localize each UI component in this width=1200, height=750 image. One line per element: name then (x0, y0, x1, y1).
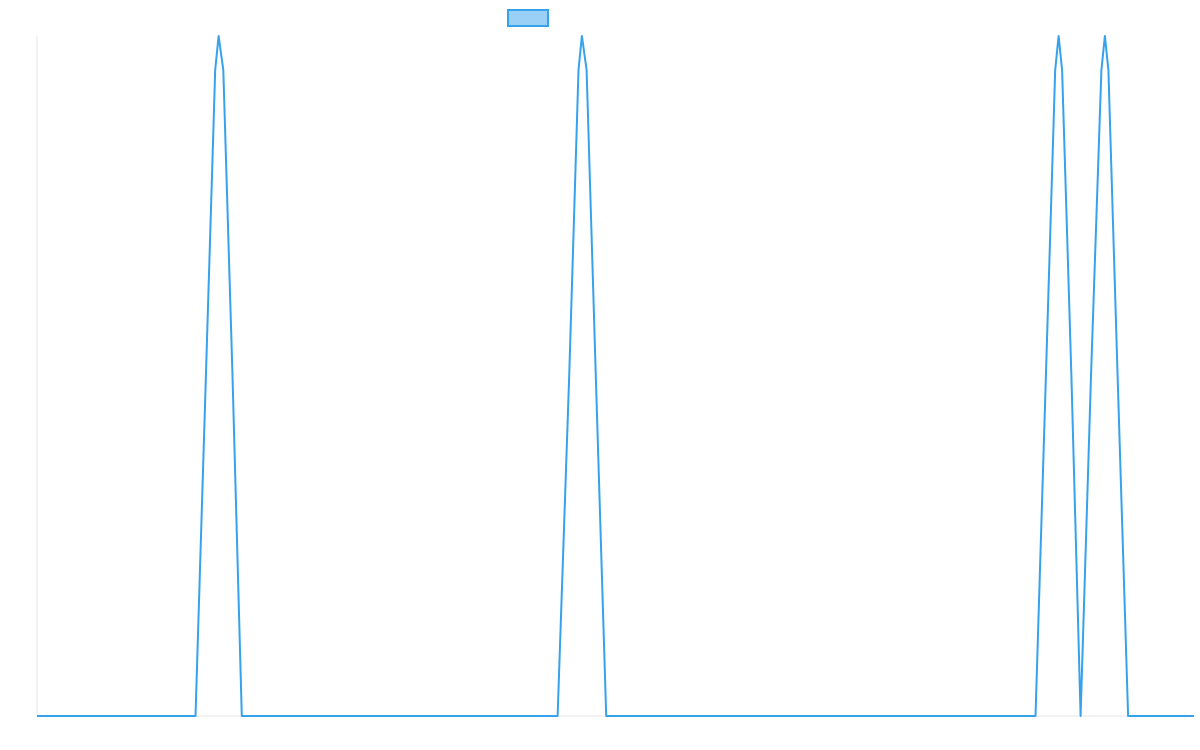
series-line-0[interactable] (37, 35, 1194, 717)
legend-swatch[interactable] (507, 9, 549, 27)
legend[interactable] (507, 9, 549, 27)
series-layer (37, 35, 1194, 717)
